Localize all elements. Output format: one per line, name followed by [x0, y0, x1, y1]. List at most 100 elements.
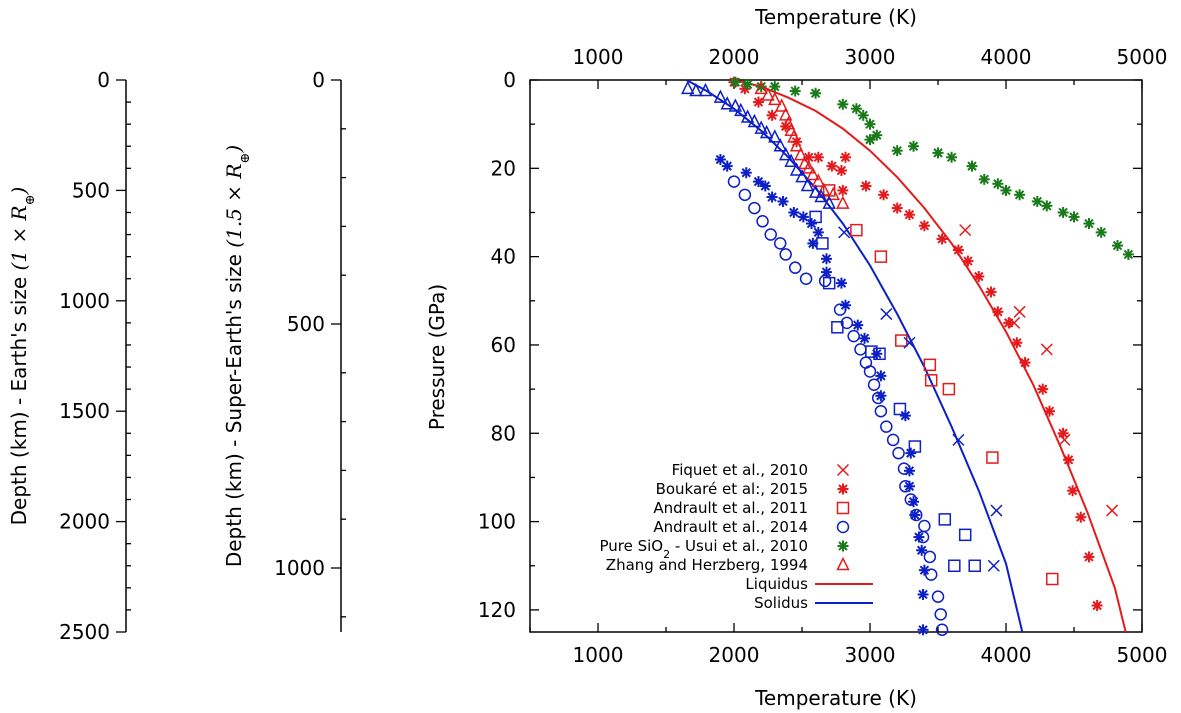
data-point: [1083, 218, 1095, 230]
x-tick-label-bottom: 1000: [573, 643, 624, 667]
data-point-stroke: [959, 224, 972, 237]
data-point: [840, 316, 854, 330]
data-point: [756, 215, 769, 228]
data-point-stroke: [1106, 504, 1119, 517]
depth-axis-label-sub: ⊕: [23, 194, 38, 205]
legend-label: Fiquet et al., 2010: [672, 461, 808, 479]
data-point: [878, 189, 890, 201]
y-tick-label: 0: [503, 68, 516, 92]
data-point: [903, 465, 915, 477]
curves: [685, 79, 1127, 633]
data-point-stroke: [760, 181, 770, 191]
data-point: [742, 78, 754, 90]
data-point-stroke: [767, 192, 777, 202]
legend-label: Solidus: [754, 594, 808, 612]
series-9: [838, 226, 1003, 572]
data-point: [806, 166, 820, 181]
depth-axis-1: 0 500 1000 1500 2000 2500 Depth (km) - Earth's…: [7, 68, 131, 644]
data-point: [932, 147, 944, 159]
data-point-stroke: [933, 148, 943, 158]
curve-liquidus: [733, 79, 1127, 633]
depth-tick-label: 1000: [59, 289, 110, 313]
y-axis-label: Pressure (GPa): [425, 284, 449, 430]
data-point-stroke: [836, 165, 847, 176]
data-point-stroke: [798, 212, 809, 222]
data-point-stroke: [838, 226, 851, 239]
data-point-stroke: [916, 545, 927, 556]
data-point-stroke: [979, 174, 989, 185]
data-point-stroke: [990, 504, 1003, 517]
legend-label: Boukaré et al:, 2015: [656, 480, 808, 498]
data-point: [747, 113, 762, 128]
data-point: [1067, 485, 1079, 497]
data-point-stroke: [1063, 455, 1074, 465]
legend-label: Zhang and Herzberg, 1994: [606, 556, 808, 574]
data-point: [761, 87, 775, 101]
data-point: [1040, 343, 1053, 356]
data-point-stroke: [1014, 190, 1025, 200]
data-point-stroke: [1058, 428, 1068, 438]
data-point-stroke: [910, 510, 920, 520]
data-point: [865, 345, 878, 358]
legend-marker: [837, 483, 849, 495]
data-point: [698, 82, 713, 97]
data-point: [808, 184, 823, 198]
data-point: [754, 120, 768, 134]
data-point-stroke: [878, 190, 889, 200]
data-point-stroke: [919, 565, 930, 575]
data-point-stroke: [853, 320, 863, 330]
depth-tick-label: 500: [287, 312, 325, 336]
x-axis-label-top: Temperature (K): [754, 5, 917, 29]
legend-marker-stroke: [838, 484, 848, 494]
depth-tick-label: 0: [97, 68, 110, 92]
depth-axis-label-close: ): [7, 187, 31, 196]
data-point: [908, 496, 920, 508]
data-point: [891, 202, 903, 214]
data-point: [840, 151, 852, 163]
data-point-stroke: [1032, 196, 1042, 207]
x-tick-label-bottom: 3000: [845, 643, 896, 667]
depth-axis-label-text: Depth (km) - Earth's size: [7, 270, 31, 525]
data-point: [714, 153, 726, 165]
data-point: [766, 109, 778, 121]
data-point: [784, 153, 798, 167]
data-point: [826, 186, 840, 201]
data-point: [831, 321, 844, 334]
data-point: [778, 146, 793, 161]
data-point: [728, 98, 743, 112]
data-point: [787, 129, 801, 143]
data-point: [835, 165, 847, 177]
data-point-stroke: [813, 227, 824, 238]
data-point-stroke: [963, 256, 973, 266]
data-point: [905, 447, 917, 459]
data-point-stroke: [840, 152, 851, 162]
data-point: [810, 87, 822, 99]
data-point: [812, 226, 824, 238]
data-point: [806, 218, 818, 230]
data-point-stroke: [1040, 343, 1053, 356]
depth-axis-label-math: (1.5 × R: [222, 164, 246, 248]
data-point-stroke: [859, 333, 870, 344]
data-point: [812, 151, 824, 163]
data-point-stroke: [904, 481, 915, 491]
data-point-stroke: [1058, 207, 1068, 218]
data-point: [837, 184, 849, 196]
data-point-stroke: [1123, 249, 1134, 260]
data-point-stroke: [1042, 201, 1052, 211]
legend-marker: [836, 463, 850, 477]
data-point: [968, 559, 981, 573]
data-point: [822, 195, 836, 209]
data-point: [966, 160, 978, 172]
data-point: [681, 80, 695, 95]
data-point-stroke: [861, 181, 871, 191]
data-point: [766, 191, 778, 203]
data-point: [713, 89, 728, 103]
depth-axis-label-close: ): [222, 145, 246, 154]
series-0: [959, 224, 1119, 517]
data-point: [908, 140, 920, 152]
data-point-stroke: [1092, 600, 1102, 611]
y-tick-label: 120: [478, 598, 516, 622]
data-point-stroke: [993, 179, 1003, 189]
data-point: [860, 180, 872, 192]
